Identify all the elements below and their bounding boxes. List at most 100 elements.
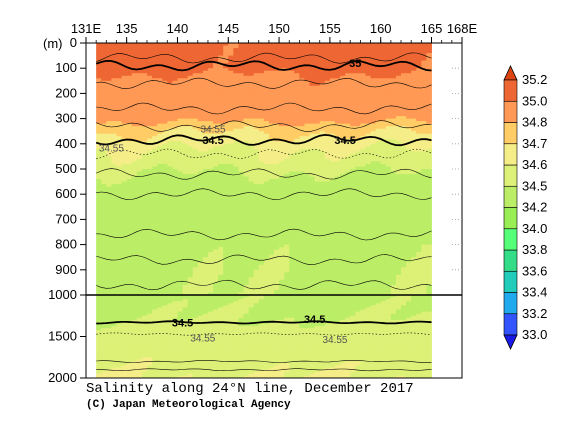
field-cell xyxy=(197,103,204,107)
field-cell xyxy=(126,262,133,266)
field-cell xyxy=(207,201,214,205)
field-cell xyxy=(329,176,336,180)
field-cell xyxy=(268,108,275,112)
field-cell xyxy=(202,55,209,59)
field-cell xyxy=(345,259,351,263)
field-cell xyxy=(141,126,148,130)
field-cell xyxy=(309,199,316,203)
field-cell xyxy=(167,269,173,273)
field-cell xyxy=(248,111,255,114)
field-cell xyxy=(223,201,229,205)
field-cell xyxy=(192,60,199,64)
field-cell xyxy=(258,171,265,175)
field-cell xyxy=(136,111,143,114)
field-cell xyxy=(192,257,199,261)
field-cell xyxy=(167,53,173,56)
field-cell xyxy=(309,269,316,273)
field-cell xyxy=(319,141,326,145)
field-cell xyxy=(304,279,310,283)
field-cell xyxy=(121,277,128,281)
field-cell xyxy=(243,179,249,182)
field-cell xyxy=(197,196,204,200)
field-cell xyxy=(324,239,331,243)
field-cell xyxy=(157,48,163,51)
field-cell xyxy=(101,242,107,245)
field-cell xyxy=(202,252,209,256)
field-cell xyxy=(202,85,209,89)
field-cell xyxy=(329,136,336,140)
field-cell xyxy=(111,113,117,117)
field-cell xyxy=(309,146,316,150)
field-cell xyxy=(167,45,173,49)
field-cell xyxy=(162,282,168,286)
field-cell xyxy=(268,206,275,210)
field-cell xyxy=(213,83,219,87)
field-cell xyxy=(289,65,295,69)
field-cell xyxy=(182,196,189,200)
field-cell xyxy=(289,189,295,193)
field-cell xyxy=(218,206,224,210)
field-cell xyxy=(182,242,189,245)
field-cell xyxy=(309,289,316,293)
field-cell xyxy=(304,126,310,130)
field-cell xyxy=(263,156,270,160)
field-cell xyxy=(207,166,214,170)
field-cell xyxy=(263,264,270,268)
field-cell xyxy=(253,50,260,54)
field-cell xyxy=(329,201,336,205)
field-cell xyxy=(324,85,331,89)
field-cell xyxy=(187,98,194,102)
field-cell xyxy=(101,70,107,74)
field-cell xyxy=(146,184,153,188)
field-cell xyxy=(233,289,239,293)
field-cell xyxy=(334,121,341,125)
field-cell xyxy=(340,204,346,208)
field-cell xyxy=(146,45,153,49)
field-cell xyxy=(126,60,133,64)
field-cell xyxy=(334,100,341,104)
field-cell xyxy=(111,133,117,137)
field-cell xyxy=(299,93,305,97)
field-cell xyxy=(340,103,346,107)
field-cell xyxy=(279,289,285,293)
field-cell xyxy=(101,174,107,177)
field-cell xyxy=(207,282,214,286)
field-cell xyxy=(177,287,183,291)
field-cell xyxy=(319,211,326,215)
field-cell xyxy=(111,146,117,150)
field-cell xyxy=(197,176,204,180)
field-cell xyxy=(243,75,249,79)
field-cell xyxy=(268,201,275,205)
field-cell xyxy=(228,292,234,295)
field-cell xyxy=(294,272,300,276)
field-cell xyxy=(213,169,219,172)
field-cell xyxy=(304,269,310,273)
field-cell xyxy=(146,111,153,114)
field-cell xyxy=(207,209,214,213)
field-cell xyxy=(157,158,163,162)
field-cell xyxy=(304,224,310,228)
field-cell xyxy=(324,166,331,170)
field-cell xyxy=(324,113,331,117)
field-cell xyxy=(111,257,117,261)
field-cell xyxy=(233,118,239,122)
field-cell xyxy=(146,103,153,107)
field-cell xyxy=(131,90,138,94)
field-cell xyxy=(304,174,310,177)
field-cell xyxy=(289,244,295,248)
field-cell xyxy=(157,45,163,49)
field-cell xyxy=(279,108,285,112)
field-cell xyxy=(121,60,128,64)
field-cell xyxy=(106,186,112,190)
field-cell xyxy=(136,118,143,122)
field-cell xyxy=(152,224,158,228)
field-cell xyxy=(258,219,265,223)
field-cell xyxy=(111,174,117,177)
field-cell xyxy=(116,163,122,167)
field-cell xyxy=(334,206,341,210)
field-cell xyxy=(121,118,128,122)
field-cell xyxy=(334,169,341,172)
field-cell xyxy=(182,216,189,220)
field-cell xyxy=(157,95,163,99)
field-cell xyxy=(309,254,316,258)
